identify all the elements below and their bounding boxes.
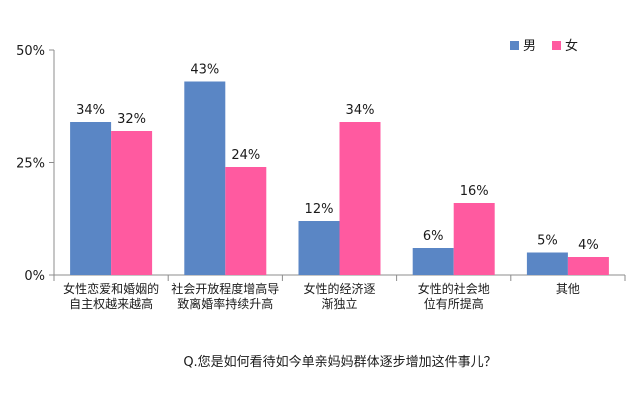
data-label: 5% [537, 234, 558, 249]
legend: 男女 [510, 38, 578, 54]
category-label-line: 其他 [556, 282, 580, 296]
y-tick-label: 25% [16, 157, 45, 172]
bar-男 [412, 248, 454, 275]
bar-女 [453, 203, 495, 275]
data-label: 16% [460, 184, 489, 199]
bar-男 [298, 221, 340, 275]
bar-男 [184, 81, 226, 275]
category-label-line: 社会开放程度增高导 [171, 281, 279, 296]
bars [70, 81, 609, 275]
chart-caption: Q.您是如何看待如今单亲妈妈群体逐步增加这件事儿？ [183, 354, 496, 370]
data-label: 43% [190, 63, 219, 78]
category-label-line: 女性恋爱和婚姻的 [63, 281, 159, 296]
axes: 0%25%50%女性恋爱和婚姻的自主权越来越高社会开放程度增高导致离婚率持续升高… [16, 44, 626, 311]
category-label-line: 位有所提高 [424, 296, 484, 311]
bar-男 [70, 122, 112, 275]
legend-swatch [552, 41, 561, 50]
data-label: 4% [578, 238, 599, 253]
category-label-line: 自主权越来越高 [69, 296, 153, 311]
data-label: 32% [117, 112, 146, 127]
legend-label: 女 [565, 38, 578, 54]
category-label-line: 渐独立 [321, 296, 357, 311]
bar-女 [567, 257, 609, 275]
category-label-line: 女性的社会地 [418, 281, 490, 296]
data-labels: 34% 43% 12% 6% 5% 32% 24% 34% 16% 4% [76, 63, 599, 254]
data-label: 6% [423, 229, 444, 244]
legend-swatch [510, 41, 519, 50]
y-tick-label: 50% [16, 44, 45, 59]
category-label: 女性恋爱和婚姻的自主权越来越高 [63, 281, 159, 311]
data-label: 12% [305, 202, 334, 217]
bar-男 [526, 252, 568, 275]
category-label-line: 致离婚率持续升高 [177, 296, 273, 311]
category-label: 女性的经济逐渐独立 [303, 281, 375, 311]
bar-女 [111, 131, 153, 275]
category-label: 其他 [556, 282, 580, 296]
bar-女 [339, 122, 381, 275]
category-label-line: 女性的经济逐 [303, 281, 375, 296]
data-label: 24% [231, 148, 260, 163]
category-label: 社会开放程度增高导致离婚率持续升高 [171, 281, 279, 311]
y-tick-label: 0% [24, 269, 45, 284]
legend-label: 男 [523, 39, 536, 54]
data-label: 34% [346, 103, 375, 118]
data-label: 34% [76, 103, 105, 118]
category-label: 女性的社会地位有所提高 [418, 281, 490, 311]
bar-女 [225, 167, 267, 275]
